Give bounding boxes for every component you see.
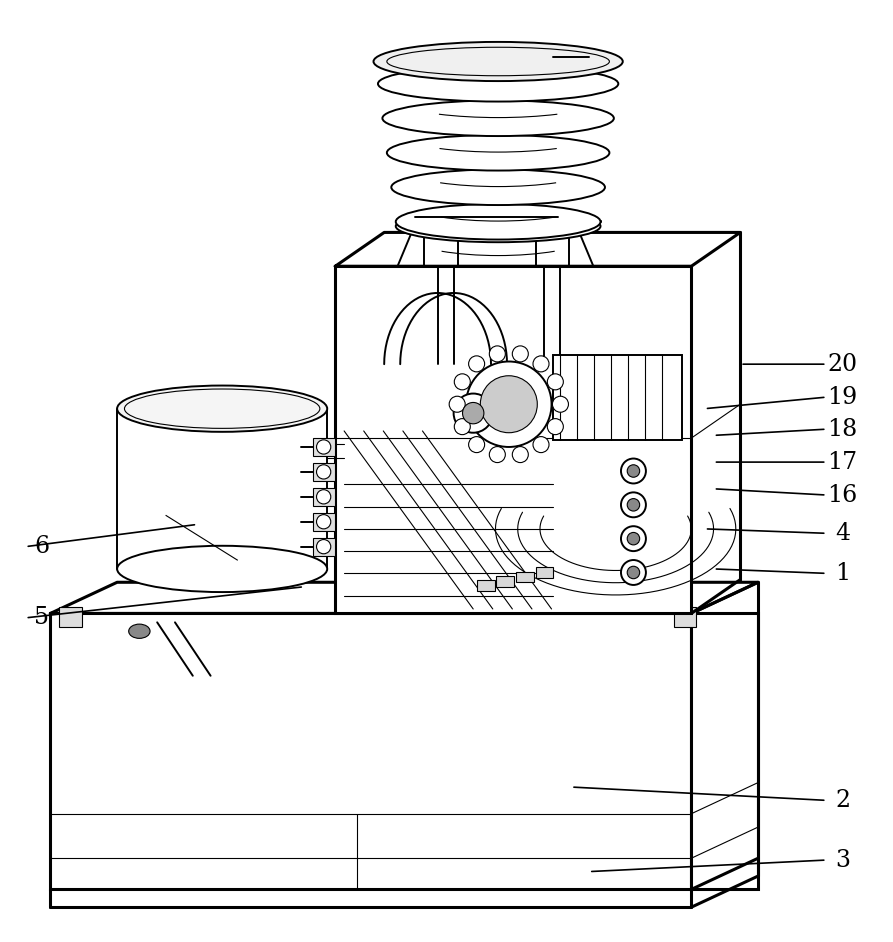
- Bar: [313, 463, 335, 480]
- Text: 3: 3: [835, 849, 850, 871]
- Ellipse shape: [316, 540, 330, 554]
- Ellipse shape: [117, 385, 327, 431]
- Ellipse shape: [463, 402, 484, 424]
- Ellipse shape: [553, 397, 569, 413]
- Ellipse shape: [621, 560, 646, 585]
- Ellipse shape: [449, 397, 465, 413]
- Ellipse shape: [316, 490, 330, 504]
- Ellipse shape: [316, 440, 330, 454]
- Text: 20: 20: [828, 352, 857, 376]
- Bar: [50, 613, 691, 889]
- Ellipse shape: [621, 459, 646, 483]
- Bar: [313, 438, 335, 456]
- Ellipse shape: [627, 464, 639, 478]
- Bar: [59, 608, 81, 626]
- Bar: [477, 580, 495, 592]
- Ellipse shape: [621, 527, 646, 551]
- Ellipse shape: [117, 545, 327, 593]
- Ellipse shape: [391, 170, 605, 205]
- Ellipse shape: [469, 356, 485, 372]
- Ellipse shape: [316, 464, 330, 479]
- Bar: [313, 488, 335, 506]
- Text: 19: 19: [828, 385, 858, 409]
- Text: 17: 17: [828, 450, 857, 474]
- Text: 5: 5: [34, 607, 49, 629]
- Ellipse shape: [316, 514, 330, 528]
- Bar: [313, 512, 335, 530]
- Ellipse shape: [489, 346, 505, 362]
- Ellipse shape: [621, 493, 646, 517]
- Ellipse shape: [627, 498, 639, 512]
- Ellipse shape: [455, 418, 471, 434]
- Ellipse shape: [466, 362, 552, 447]
- Ellipse shape: [373, 41, 622, 81]
- Text: 6: 6: [34, 535, 49, 559]
- Ellipse shape: [387, 135, 609, 171]
- Bar: [673, 608, 696, 626]
- Ellipse shape: [378, 66, 618, 102]
- Ellipse shape: [627, 532, 639, 544]
- Ellipse shape: [454, 394, 493, 432]
- Ellipse shape: [455, 374, 471, 390]
- Ellipse shape: [513, 346, 529, 362]
- Bar: [691, 613, 758, 889]
- Ellipse shape: [129, 625, 150, 639]
- Ellipse shape: [547, 418, 563, 434]
- Text: 16: 16: [828, 483, 858, 507]
- Ellipse shape: [627, 566, 639, 578]
- Ellipse shape: [396, 210, 600, 242]
- Bar: [516, 572, 534, 582]
- Bar: [554, 355, 682, 440]
- Ellipse shape: [533, 356, 549, 372]
- Bar: [497, 577, 514, 587]
- Bar: [335, 267, 691, 613]
- Ellipse shape: [533, 436, 549, 452]
- Text: 2: 2: [835, 788, 850, 812]
- Ellipse shape: [469, 436, 485, 452]
- Text: 18: 18: [828, 417, 858, 441]
- Text: 1: 1: [835, 561, 850, 585]
- Text: 4: 4: [835, 522, 850, 544]
- Bar: [313, 538, 335, 556]
- Ellipse shape: [547, 374, 563, 390]
- Ellipse shape: [513, 447, 529, 463]
- Ellipse shape: [480, 376, 538, 432]
- Ellipse shape: [489, 447, 505, 463]
- Ellipse shape: [382, 101, 613, 136]
- Bar: [536, 567, 554, 577]
- Ellipse shape: [396, 203, 600, 239]
